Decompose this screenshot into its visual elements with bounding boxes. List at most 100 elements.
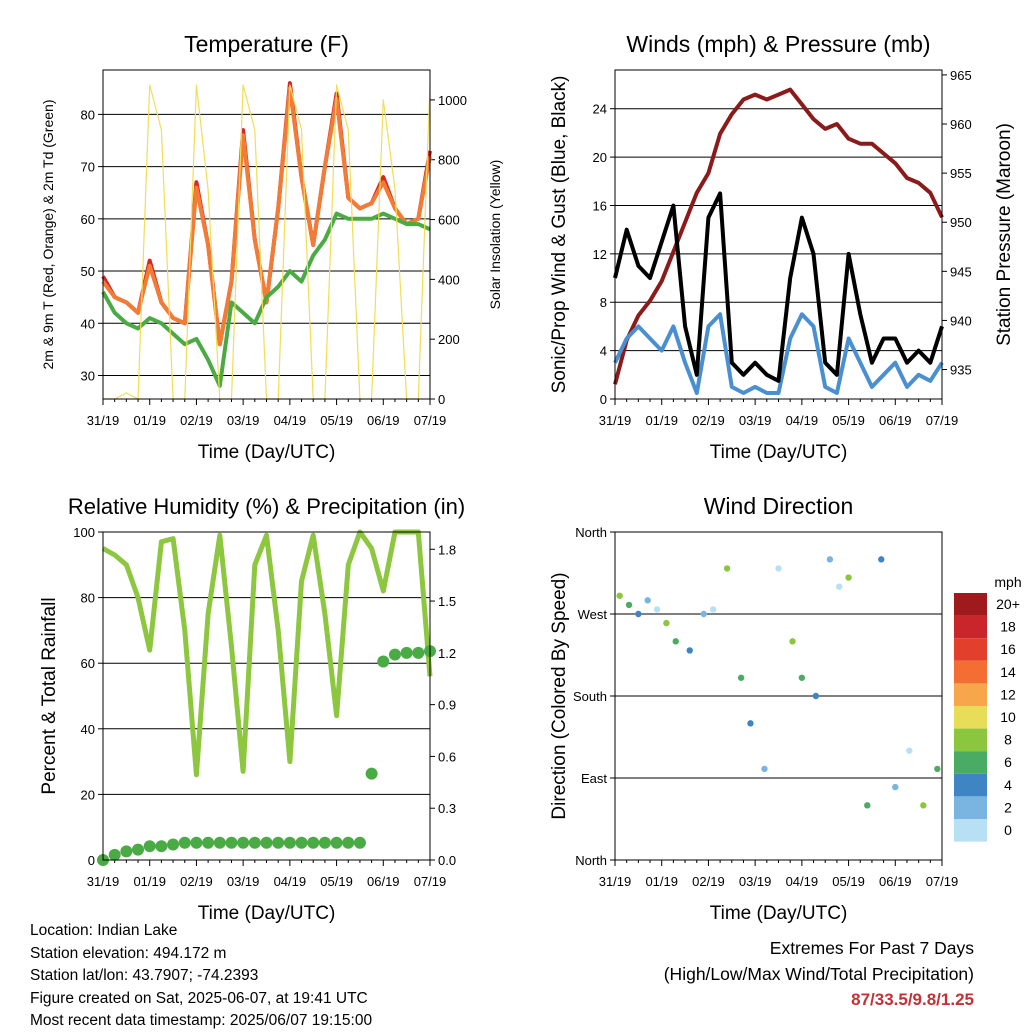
series-2-point (295, 836, 308, 849)
series-2-point (272, 836, 285, 849)
y-tick-label: 60 (81, 212, 95, 227)
x-tick-label: 31/19 (87, 413, 120, 428)
direction-point (836, 583, 843, 590)
direction-point (920, 802, 927, 809)
x-tick-label: 06/19 (879, 874, 912, 889)
series-2-point (377, 655, 390, 668)
x-tick-label: 03/19 (739, 413, 772, 428)
y2-tick-label: 940 (950, 313, 972, 328)
y2-tick-label: 935 (950, 363, 972, 378)
x-tick-label: 03/19 (227, 874, 260, 889)
direction-point (700, 610, 707, 618)
x-tick-label: 04/19 (786, 874, 819, 889)
series-2-point (132, 843, 145, 856)
y-tick-label: 30 (81, 369, 95, 384)
x-axis-label: Time (Day/UTC) (710, 442, 848, 463)
direction-point (761, 765, 768, 773)
y2-tick-label: 200 (438, 332, 460, 347)
x-tick-label: 01/19 (133, 874, 166, 889)
direction-point (709, 606, 717, 613)
y2-axis-label: Solar Insolation (Yellow) (487, 160, 503, 310)
y2-tick-label: 1.2 (438, 646, 456, 661)
y2-tick-label: 400 (438, 272, 460, 287)
station-info: Location: Indian Lake Station elevation:… (30, 920, 372, 1033)
direction-point (864, 802, 871, 809)
series-2-point (330, 836, 343, 849)
y-tick-label: 0 (88, 853, 95, 868)
direction-point (906, 747, 913, 754)
y-tick-label: East (581, 771, 607, 786)
y-tick-label: 70 (81, 160, 95, 175)
series-2-point (400, 646, 413, 659)
x-tick-label: 05/19 (320, 413, 353, 428)
x-tick-label: 01/19 (645, 874, 678, 889)
panel-4: North East South West North 31/19 01/19 02/19 03… (549, 493, 1022, 924)
chart-title: Relative Humidity (%) & Precipitation (i… (68, 494, 465, 519)
x-tick-label: 01/19 (645, 413, 678, 428)
series-2-point (178, 836, 191, 849)
extremes-values: 87/33.5/9.8/1.25 (851, 990, 974, 1009)
series-2-point (213, 836, 226, 849)
plot-frame (614, 69, 943, 400)
x-tick-label: 07/19 (414, 874, 447, 889)
x-axis-label: Time (Day/UTC) (198, 903, 336, 924)
direction-point (845, 574, 852, 581)
colorbar-swatch (954, 773, 987, 797)
colorbar-swatch (954, 706, 987, 729)
x-tick-label: 03/19 (739, 874, 772, 889)
x-tick-label: 03/19 (227, 413, 260, 428)
latest-timestamp: Most recent data timestamp: 2025/06/07 1… (30, 1012, 373, 1029)
direction-point (798, 674, 806, 681)
y2-axis-label: Station Pressure (Maroon) (994, 123, 1015, 346)
y2-tick-label: 0.3 (438, 801, 456, 816)
direction-point (892, 783, 899, 791)
y2-tick-label: 955 (950, 166, 972, 181)
colorbar-label: 16 (1000, 641, 1016, 657)
series-2-point (237, 836, 250, 849)
y-tick-label: 60 (81, 656, 95, 671)
direction-point (686, 647, 693, 654)
series-2-point (202, 836, 215, 849)
direction-point (723, 565, 731, 572)
y-tick-label: West (578, 607, 608, 622)
y-tick-label: 20 (593, 150, 607, 165)
y-tick-label: North (575, 525, 607, 540)
direction-point (826, 556, 834, 563)
station-elevation: Station elevation: 494.172 m (30, 944, 227, 962)
speed-colorbar: mph 20+ 18 16 14 12 10 8 6 4 2 0 (954, 574, 1022, 842)
y-tick-label: 20 (81, 787, 95, 802)
direction-point (775, 565, 782, 572)
y2-tick-label: 965 (950, 68, 972, 83)
y-tick-label: 0 (600, 392, 607, 407)
direction-point (737, 674, 745, 681)
y-tick-label: 40 (81, 722, 95, 737)
x-axis-label: Time (Day/UTC) (198, 442, 336, 463)
direction-point (653, 606, 661, 613)
y-tick-label: 12 (593, 247, 607, 262)
y2-tick-label: 1.5 (438, 594, 456, 609)
series-2-point (248, 836, 261, 849)
series-1-line (613, 87, 944, 385)
series-2-point (108, 848, 121, 861)
x-tick-label: 31/19 (599, 413, 632, 428)
direction-point (878, 556, 885, 563)
plot-frame (614, 531, 943, 861)
y-axis-label: Sonic/Prop Wind & Gust (Blue, Black) (549, 76, 570, 394)
y2-tick-label: 0.0 (438, 853, 456, 868)
y2-tick-label: 600 (438, 213, 460, 228)
station-location: Location: Indian Lake (30, 922, 178, 939)
series-2-point (388, 648, 401, 661)
colorbar-swatch (954, 593, 987, 616)
series-2-line (613, 312, 944, 395)
y2-tick-label: 0.9 (438, 698, 456, 713)
series-2-point (167, 838, 180, 851)
series-2-point (365, 767, 378, 780)
extremes-box: Extremes For Past 7 Days (High/Low/Max W… (664, 935, 974, 1013)
colorbar-label: 12 (1000, 686, 1016, 702)
direction-point (616, 592, 623, 599)
colorbar-swatch (954, 728, 987, 752)
y2-tick-label: 1000 (438, 93, 467, 108)
panel-2: 0 4 8 12 16 20 24 935 940 945 950 955 960 965 31/19 01/… (549, 31, 1015, 463)
colorbar-swatch (954, 683, 987, 706)
y-tick-label: 80 (81, 107, 95, 122)
